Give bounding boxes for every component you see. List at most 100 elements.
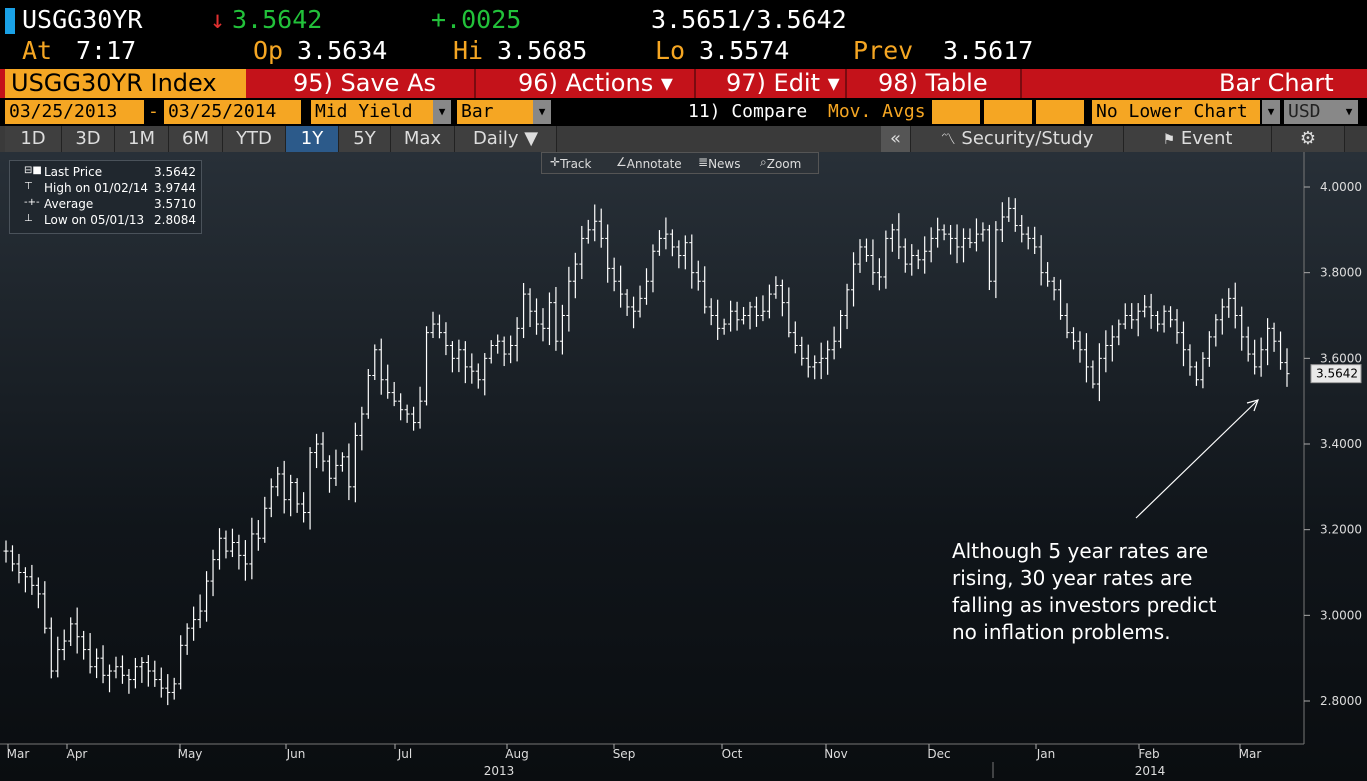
price-bar (579, 225, 585, 280)
save-as-button[interactable]: 95) Save As (293, 69, 436, 97)
table-button[interactable]: 98) Table (878, 69, 988, 97)
price-bar (844, 283, 850, 330)
tab-max[interactable]: Max (391, 126, 455, 152)
price-bar (100, 645, 106, 684)
zoom-button[interactable]: ⌕ Zoom (760, 155, 802, 171)
price-bar (365, 369, 371, 419)
mov-avg-field-2[interactable] (984, 100, 1032, 124)
currency-dropdown-icon[interactable]: ▼ (1340, 100, 1358, 124)
tab-1d[interactable]: 1D (5, 126, 62, 152)
legend-high-label: High on 01/02/14 (44, 181, 149, 195)
price-bar (1096, 343, 1102, 402)
price-bar (663, 217, 669, 250)
price-bar (631, 296, 637, 329)
security-study-button[interactable]: 〽 Security/Study (911, 126, 1124, 152)
price-bar (650, 244, 656, 293)
lower-chart-select[interactable]: No Lower Chart (1092, 100, 1260, 124)
price-bar (346, 443, 352, 501)
event-button[interactable]: ⚑ Event (1124, 126, 1272, 152)
price-bar (145, 655, 151, 687)
price-bar (456, 339, 462, 373)
tab-5y[interactable]: 5Y (339, 126, 391, 152)
price-bar (514, 317, 520, 362)
field-select[interactable]: Mid Yield (311, 100, 433, 124)
tab-6m[interactable]: 6M (169, 126, 223, 152)
annotation-line-2: rising, 30 year rates are (952, 566, 1193, 590)
price-bar (249, 517, 255, 580)
price-bar (799, 336, 805, 366)
price-bar (753, 296, 759, 327)
price-bar (585, 219, 591, 244)
price-bar (527, 288, 533, 328)
lower-chart-dropdown-icon[interactable]: ▼ (1262, 100, 1280, 124)
legend-last-price-label: Last Price (44, 165, 103, 179)
x-tick-label: May (178, 747, 203, 761)
x-tick-label: Jan (1036, 747, 1056, 761)
price-bar (534, 298, 540, 335)
price-bar (469, 353, 475, 384)
price-bar (773, 276, 779, 299)
price-bar (314, 433, 320, 469)
mov-avg-field-1[interactable] (932, 100, 980, 124)
currency-select[interactable]: USD (1284, 100, 1340, 124)
collapse-button[interactable]: « (881, 126, 911, 152)
x-tick-label: Oct (722, 747, 743, 761)
price-bar (669, 229, 675, 257)
price-bar (1148, 293, 1154, 329)
security-index-field[interactable]: USGG30YR Index (5, 69, 246, 98)
tab-1y[interactable]: 1Y (286, 126, 339, 152)
price-bar (973, 218, 979, 252)
track-button[interactable]: ✛ Track (550, 155, 592, 171)
annotate-button[interactable]: ∠ Annotate (616, 155, 682, 171)
x-tick-label: Jun (286, 747, 306, 761)
at-value: 7:17 (76, 36, 137, 65)
price-bar (961, 228, 967, 263)
price-bar (1032, 226, 1038, 255)
date-dash: - (148, 101, 159, 122)
price-bar (831, 326, 837, 360)
price-bar (760, 295, 766, 322)
annotation-line-4: no inflation problems. (952, 620, 1171, 644)
price-bar (935, 217, 941, 248)
net-change: +.0025 (431, 5, 522, 34)
compare-button[interactable]: 11) Compare (688, 101, 808, 122)
tab-ytd[interactable]: YTD (223, 126, 286, 152)
price-bar (126, 669, 132, 694)
mov-avg-field-3[interactable] (1036, 100, 1084, 124)
price-bar (22, 567, 28, 593)
price-bar (779, 279, 785, 317)
price-bar (1077, 331, 1083, 363)
price-bar (546, 292, 552, 346)
chart-type-select[interactable]: Bar (457, 100, 533, 124)
price-bar (113, 656, 119, 679)
plot-area (0, 152, 1367, 781)
price-bar (29, 564, 35, 595)
price-bar (851, 252, 857, 307)
ticker-symbol: USGG30YR (22, 5, 143, 34)
price-bar (359, 406, 365, 451)
price-bar (81, 630, 87, 660)
at-label: At (22, 36, 53, 65)
tab-1m[interactable]: 1M (115, 126, 169, 152)
tab-3d[interactable]: 3D (62, 126, 115, 152)
open-label: Op (253, 36, 284, 65)
end-date-input[interactable]: 03/25/2014 (164, 100, 301, 124)
news-button[interactable]: ≣ News (698, 155, 741, 171)
field-dropdown-icon[interactable]: ▼ (433, 100, 451, 124)
actions-menu[interactable]: 96) Actions ▾ (518, 69, 673, 97)
y-tick-label: 3.6000 (1320, 351, 1362, 365)
price-bar (1071, 327, 1076, 350)
settings-gear-icon[interactable]: ⚙ (1272, 126, 1345, 152)
frequency-select[interactable]: Daily ▼ (455, 126, 557, 152)
price-bar (307, 447, 313, 530)
price-bar (139, 657, 145, 683)
start-date-input[interactable]: 03/25/2013 (5, 100, 144, 124)
price-bar (391, 381, 397, 407)
price-bar (598, 208, 604, 248)
chart-type-dropdown-icon[interactable]: ▼ (533, 100, 551, 124)
price-bar (1051, 276, 1057, 301)
price-bar (1038, 235, 1044, 286)
high-value: 3.5685 (497, 36, 588, 65)
edit-menu[interactable]: 97) Edit ▾ (726, 69, 840, 97)
